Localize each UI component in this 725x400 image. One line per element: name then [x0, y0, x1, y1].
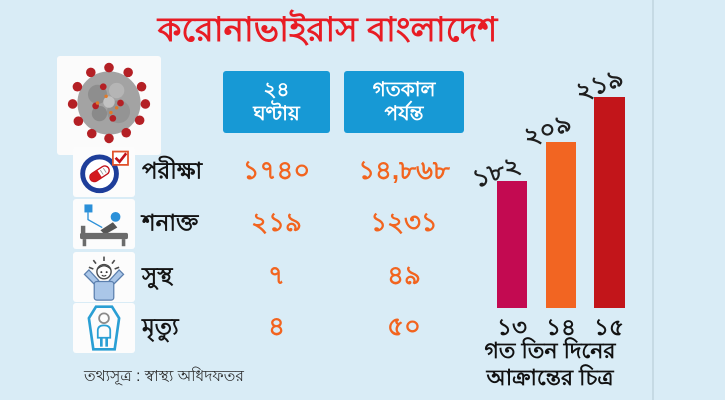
tests-total-value: ১৪,৮৬৮ [358, 155, 450, 185]
death-icon [73, 303, 135, 353]
column-header-24h: ২৪ ঘণ্টায় [223, 71, 330, 133]
bar-day-15 [594, 97, 625, 308]
test-icon [73, 147, 135, 197]
detected-total-value: ১২৩১ [370, 207, 438, 237]
detected-24h-value: ২১৯ [251, 207, 302, 237]
bar-value-label-219: ২১৯ [571, 63, 628, 107]
row-label-detected: শনাক্ত [142, 209, 199, 236]
patient-bed-icon [73, 199, 135, 249]
table-row-tests: পরীক্ষা ১৭৪০ ১৪,৮৬৮ [0, 146, 470, 198]
column-header-24h-line1: ২৪ [263, 79, 290, 101]
row-label-deaths: মৃত্যু [142, 313, 179, 340]
recovered-icon [73, 252, 135, 302]
table-row-detected: শনাক্ত ২১৯ ১২৩১ [0, 198, 470, 250]
x-axis-label-14: ১৪ [546, 314, 576, 340]
chart-caption-line2: আক্রান্তের চিত্র [486, 365, 614, 390]
recovered-total-value: ৪৯ [387, 260, 421, 290]
column-header-until-yesterday-line1: গতকাল [372, 79, 436, 101]
chart-caption-line1: গত তিন দিনের [484, 338, 616, 363]
coronavirus-icon [61, 58, 157, 153]
row-label-recovered: সুস্থ [142, 262, 173, 289]
table-row-recovered: সুস্থ ৭ ৪৯ [0, 251, 470, 303]
row-label-tests: পরীক্ষা [142, 157, 203, 184]
source-attribution: তথ্যসূত্র : স্বাস্থ্য অধিদফতর [84, 368, 244, 385]
table-row-deaths: মৃত্যু ৪ ৫০ [0, 302, 470, 354]
x-axis-label-15: ১৫ [594, 314, 624, 340]
deaths-total-value: ৫০ [387, 311, 421, 341]
chart-caption: গত তিন দিনের আক্রান্তের চিত্র [447, 337, 653, 391]
bar-day-13 [497, 181, 527, 308]
virus-image-card [57, 56, 161, 155]
x-axis-label-13: ১৩ [497, 314, 527, 340]
column-header-24h-line2: ঘণ্টায় [253, 103, 300, 125]
deaths-24h-value: ৪ [268, 311, 285, 341]
column-header-until-yesterday-line2: পর্যন্ত [384, 103, 424, 125]
fold-crease-line [652, 0, 654, 400]
tests-24h-value: ১৭৪০ [242, 155, 311, 185]
column-header-until-yesterday: গতকাল পর্যন্ত [344, 71, 464, 133]
recovered-24h-value: ৭ [268, 260, 285, 290]
bar-day-14 [546, 142, 576, 308]
page-title: করোনাভাইরাস বাংলাদেশ [157, 11, 498, 49]
